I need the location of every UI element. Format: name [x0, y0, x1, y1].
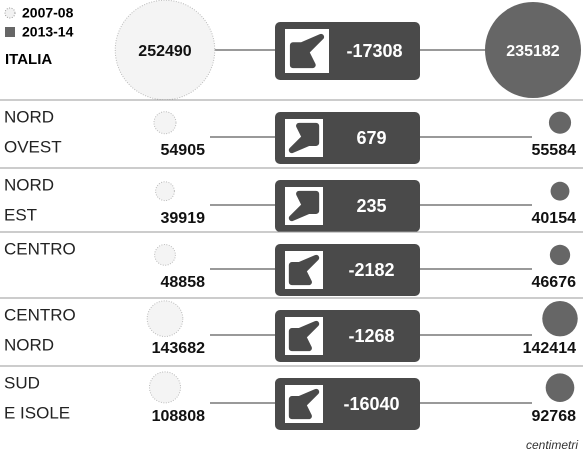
change-value: 235: [356, 196, 386, 216]
arrow: [288, 254, 320, 286]
value-after: 235182: [506, 43, 559, 60]
bubble-before: [153, 111, 177, 135]
row-label: NORD: [4, 335, 54, 354]
bubble-after: [549, 244, 571, 266]
row-label: E ISOLE: [4, 403, 70, 422]
bubble-after: [484, 1, 582, 99]
legend-swatch-after: [5, 27, 15, 37]
arrow: [288, 388, 320, 420]
row-label: NORD: [4, 175, 54, 194]
bubble-before: [154, 243, 176, 266]
arrow: [288, 320, 320, 352]
value-before: 252490: [138, 43, 191, 60]
arrow: [289, 33, 325, 69]
bubble-before: [155, 181, 175, 202]
value-before: 54905: [161, 142, 206, 159]
value-after: 40154: [532, 210, 577, 227]
total-label: ITALIA: [5, 51, 52, 68]
row-label: SUD: [4, 373, 40, 392]
bubble-before: [146, 300, 184, 337]
bubble-after: [550, 181, 570, 201]
bubble-after: [542, 300, 578, 337]
value-after: 92768: [532, 408, 577, 425]
arrow: [288, 190, 320, 222]
value-before: 39919: [161, 210, 206, 227]
bubble-before: [148, 371, 182, 404]
source: centimetri: [526, 438, 578, 452]
row-label: OVEST: [4, 137, 62, 156]
value-before: 108808: [152, 408, 205, 425]
row-label: CENTRO: [4, 305, 76, 324]
value-before: 143682: [152, 340, 205, 357]
value-after: 55584: [532, 142, 577, 159]
arrow: [288, 122, 320, 154]
legend-label: 2013-14: [22, 24, 74, 40]
bubble-after: [545, 373, 575, 403]
value-after: 142414: [523, 340, 576, 357]
legend-swatch-before: [4, 7, 16, 19]
change-value: -1268: [348, 326, 394, 346]
change-value: 679: [356, 128, 386, 148]
row-label: EST: [4, 205, 37, 224]
change-value: -16040: [343, 394, 399, 414]
legend-label: 2007-08: [22, 5, 74, 21]
row-label: NORD: [4, 107, 54, 126]
row-label: CENTRO: [4, 239, 76, 258]
value-after: 46676: [532, 274, 577, 291]
bubble-after: [548, 111, 572, 134]
value-before: 48858: [161, 274, 206, 291]
change-value: -2182: [348, 260, 394, 280]
change-value: -17308: [346, 41, 402, 61]
